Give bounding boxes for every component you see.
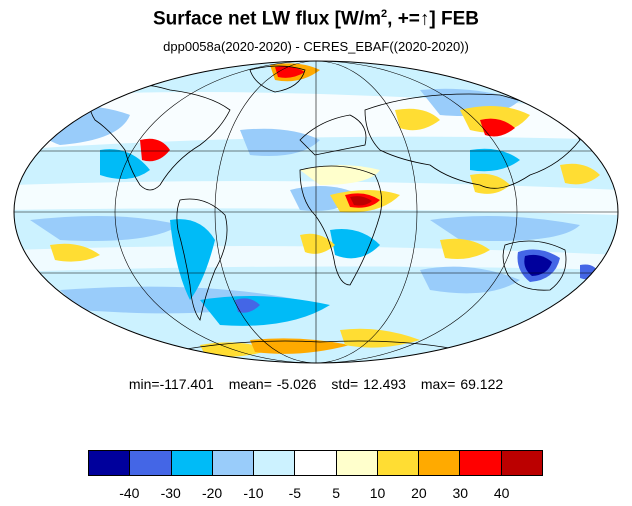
stat-max: max= 69.122 [420,376,504,392]
colorbar-tick-label: -5 [288,485,302,501]
colorbar-tick-label: -20 [201,485,223,501]
plot-subtitle: dpp0058a(2020-2020) - CERES_EBAF((2020-2… [163,39,469,54]
title-end: ] FEB [429,8,479,30]
title-after-superscript: , += [387,8,420,30]
title-main: Surface net LW flux [W/m [152,8,382,30]
colorbar-cell [130,451,172,475]
stat-std: std= 12.493 [331,376,406,392]
stat-min: min=-117.401 [128,376,214,392]
australia-coast [502,240,567,291]
greenland-coast [249,65,306,93]
colorbar-cell [336,451,378,475]
north-america-coast [89,84,231,191]
colorbar-tick-label: 30 [452,485,469,501]
antarctica-coast [179,340,461,351]
colorbar-cell [89,451,131,475]
colorbar-tick-label: 5 [332,485,341,501]
africa-coast [299,165,383,286]
colorbar-tick-label: -40 [119,485,140,501]
colorbar-cell [212,451,255,475]
up-arrow-icon: ↑ [419,8,430,30]
colorbar-cell [254,451,296,475]
colorbar-cell [295,451,337,475]
asia-coast [364,93,581,189]
colorbar-cell [171,451,213,475]
statistics-line: min=-117.401 mean= -5.026 std= 12.493 ma… [0,376,632,392]
stat-mean: mean= -5.026 [228,376,317,392]
title-superscript: 2 [381,8,388,20]
world-map [13,60,619,364]
colorbar-cell [377,451,420,475]
colorbar-tick-label: -30 [160,485,181,501]
map-outline [13,60,619,364]
colorbar-tick-label: -10 [243,485,264,501]
colorbar-tick-label: 40 [493,485,510,501]
europe-coast [299,114,367,156]
coastlines [89,65,581,351]
colorbar [88,450,543,476]
plot-title: Surface net LW flux [W/m2, +=↑] FEB [0,8,632,30]
south-america-coast [176,198,228,321]
colorbar-cell [501,451,542,475]
colorbar-tick-label: 20 [411,485,427,501]
colorbar-tick-label: 10 [369,485,386,501]
map-graticule [14,61,618,363]
colorbar-cell [460,451,502,475]
flux-field [14,63,618,357]
colorbar-cell [419,451,461,475]
